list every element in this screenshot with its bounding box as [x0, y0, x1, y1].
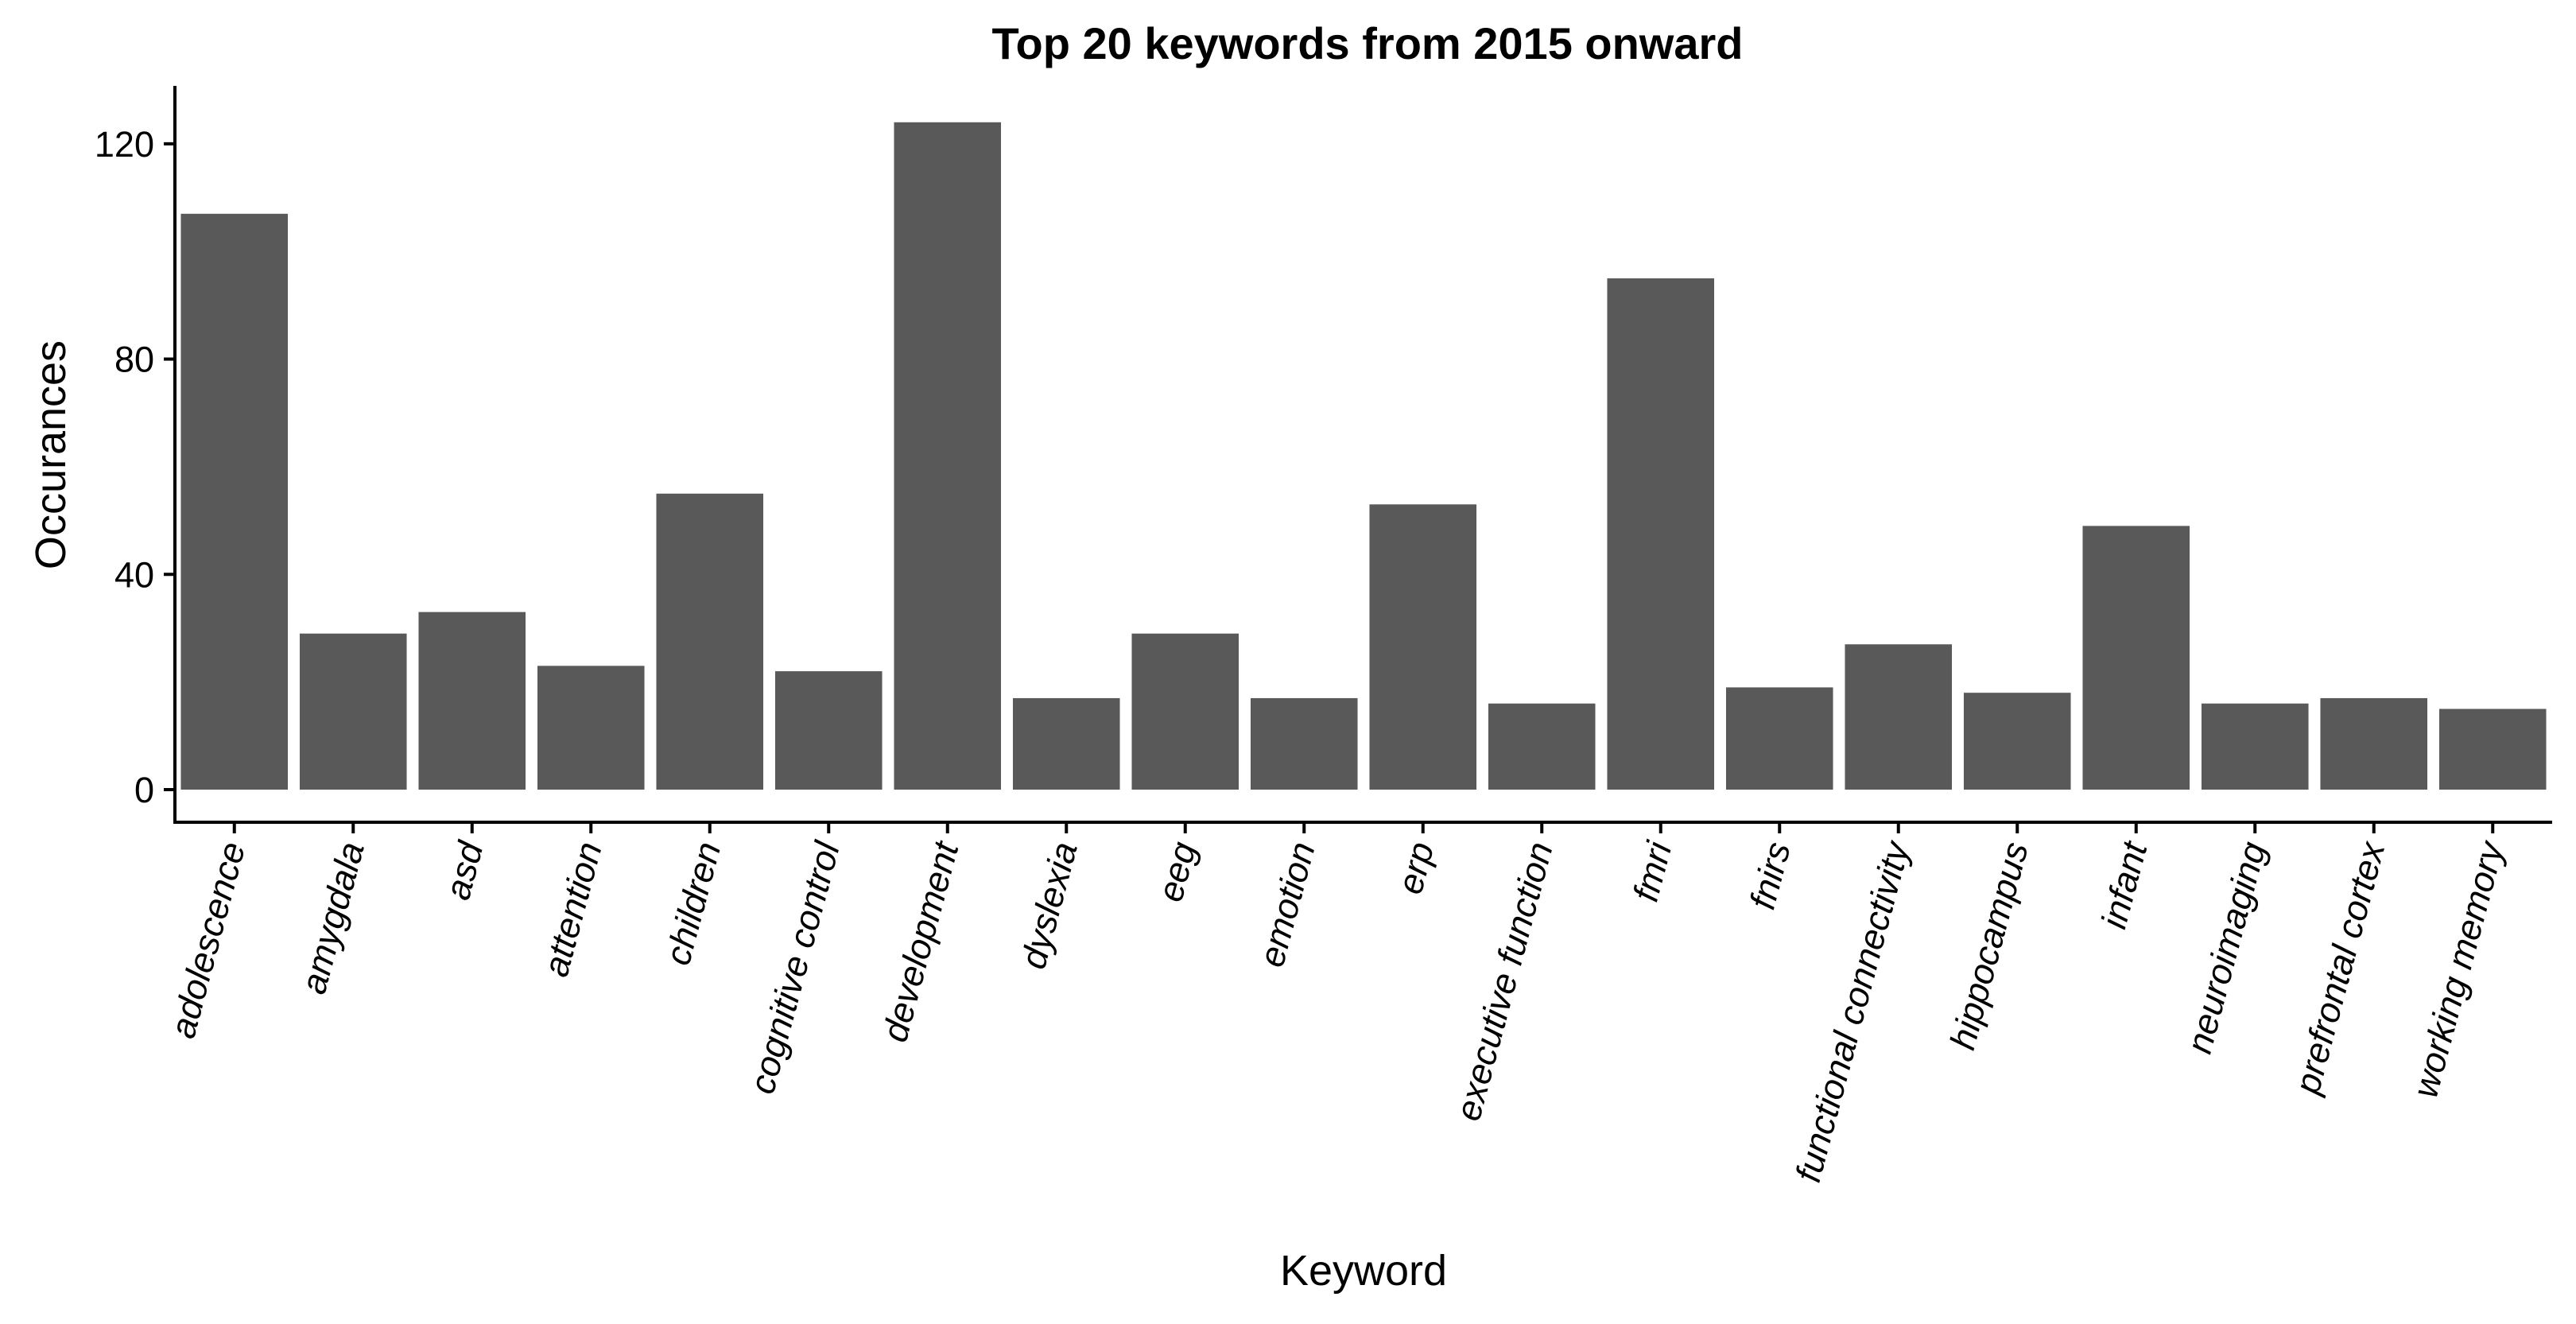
bar-cognitive-control	[774, 671, 883, 790]
x-tick-label: working memory	[2404, 836, 2512, 1101]
x-tick-label: children	[657, 837, 728, 969]
y-axis-title: Occurances	[27, 340, 75, 569]
x-tick-label: adolescence	[162, 837, 254, 1042]
x-tick-label: asd	[436, 836, 491, 903]
x-tick-label: eeg	[1150, 837, 1205, 906]
bar-hippocampus	[1963, 693, 2071, 790]
y-tick-label: 40	[114, 554, 154, 595]
x-tick-label: hippocampus	[1942, 837, 2036, 1054]
bar-fmri	[1607, 278, 1715, 790]
x-tick-label: erp	[1389, 837, 1441, 898]
y-tick-label: 80	[114, 340, 154, 380]
chart-title: Top 20 keywords from 2015 onward	[991, 18, 1743, 68]
bar-functional-connectivity	[1845, 644, 1953, 790]
bars-group	[180, 122, 2547, 790]
bar-erp	[1369, 504, 1477, 790]
x-tick-label: functional connectivity	[1787, 836, 1918, 1186]
x-tick-label: fmri	[1625, 836, 1680, 906]
bar-working-memory	[2438, 709, 2547, 790]
y-axis-ticks: 0 40 80 120	[95, 124, 175, 810]
bar-dyslexia	[1012, 697, 1120, 790]
x-tick-label: emotion	[1251, 837, 1323, 971]
bar-executive-function	[1488, 703, 1596, 790]
x-tick-label: executive function	[1447, 837, 1560, 1124]
x-tick-label: dyslexia	[1013, 837, 1085, 973]
x-tick-label: prefrontal cortex	[2286, 837, 2392, 1100]
bar-infant	[2082, 526, 2190, 790]
x-tick-label: infant	[2093, 836, 2155, 933]
bar-children	[656, 493, 764, 790]
x-axis-title: Keyword	[1280, 1247, 1447, 1295]
bar-attention	[537, 666, 645, 790]
bar-amygdala	[299, 633, 407, 790]
x-tick-label: fnirs	[1742, 837, 1798, 913]
y-tick-label: 0	[134, 770, 154, 810]
bar-adolescence	[180, 213, 289, 790]
bar-fnirs	[1725, 687, 1833, 790]
bar-neuroimaging	[2201, 703, 2309, 790]
x-tick-label: neuroimaging	[2178, 837, 2274, 1058]
bar-emotion	[1250, 697, 1358, 790]
x-tick-label: development	[874, 836, 967, 1046]
bar-asd	[418, 612, 526, 790]
bar-eeg	[1131, 633, 1240, 790]
x-tick-label: amygdala	[293, 837, 372, 998]
bar-development	[894, 122, 1002, 790]
x-axis-ticks: adolescence amygdala asd attention children c…	[162, 822, 2512, 1186]
bar-prefrontal-cortex	[2320, 697, 2428, 790]
x-tick-label: cognitive control	[741, 836, 848, 1097]
y-tick-label: 120	[95, 124, 154, 165]
x-tick-label: attention	[535, 837, 610, 980]
